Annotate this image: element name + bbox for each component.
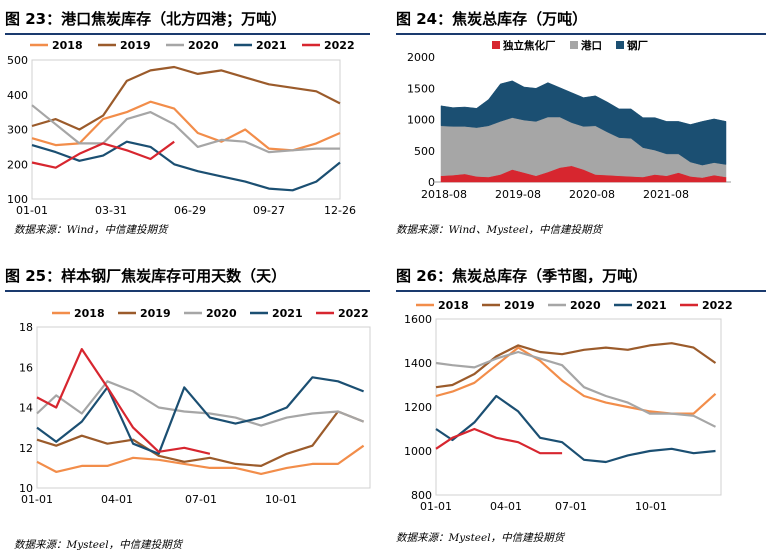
chart-title: 图 24：焦炭总库存（万吨） [396,10,588,28]
legend-label: 2019 [120,39,151,52]
legend-label: 2018 [438,299,469,312]
chart-source: 数据来源：Wind，中信建投期货 [14,224,168,236]
y-tick-label: 100 [7,193,28,206]
x-tick-label: 07-01 [185,493,217,506]
x-tick-label: 09-27 [253,204,285,217]
x-tick-label: 07-01 [555,500,587,513]
legend-swatch [616,41,624,49]
x-tick-label: 2020-08 [569,188,615,201]
legend-label: 2020 [570,299,601,312]
chart-4: 800 1000 1200 1400 1600 01-01 04-01 07-01 10-01 2… [404,299,733,513]
x-tick-label: 10-01 [265,493,297,506]
x-tick-label: 04-01 [490,500,522,513]
legend-label: 2022 [324,39,355,52]
plot-frame [36,326,371,489]
y-tick-label: 10 [19,482,33,495]
y-tick-label: 500 [414,145,435,158]
x-tick-label: 01-01 [21,493,53,506]
legend-label: 2021 [256,39,287,52]
series-line-2022 [435,427,563,455]
series-line-2019 [36,410,365,467]
chart-2: 0 500 1000 1500 2000 2018-08 2019-08 2020-08 202… [407,39,731,201]
chart-source: 数据来源：Wind、Mysteel，中信建投期货 [396,224,603,236]
legend-swatch [492,41,500,49]
series-line-2021 [435,394,716,464]
y-tick-label: 0 [428,176,435,189]
x-tick-label: 10-01 [635,500,667,513]
y-tick-label: 800 [411,489,432,502]
chart-title: 图 26：焦炭总库存（季节图，万吨） [396,267,648,285]
y-tick-label: 1400 [404,357,432,370]
x-tick-label: 06-29 [174,204,206,217]
legend-swatch [570,41,578,49]
y-tick-label: 200 [7,158,28,171]
legend-label: 2021 [272,307,303,320]
legend-label: 2019 [140,307,171,320]
y-tick-label: 1000 [407,114,435,127]
x-tick-label: 01-01 [420,500,452,513]
series-line-2020 [36,380,365,427]
legend-label: 2022 [338,307,369,320]
series-line-2022 [31,140,175,169]
chart-3: 10 12 14 16 18 01-01 04-01 07-01 10-01 2018 2019 20… [19,307,371,506]
y-tick-label: 400 [7,89,28,102]
y-tick-label: 16 [19,361,33,374]
series-line-2018 [36,444,365,475]
legend-label: 2018 [74,307,105,320]
series-line-2019 [31,65,341,131]
y-tick-label: 1000 [404,445,432,458]
series-line-2022 [36,348,211,455]
x-tick-label: 12-26 [324,204,356,217]
title-rule [5,33,370,35]
title-rule [396,33,766,35]
y-tick-label: 1200 [404,401,432,414]
series-line-2020 [435,350,716,428]
legend-label: 独立焦化厂 [502,39,556,52]
y-tick-label: 300 [7,124,28,137]
y-tick-label: 1600 [404,313,432,326]
legend-label: 2021 [636,299,667,312]
chart-source: 数据来源：Mysteel，中信建投期货 [396,532,565,544]
plot-frame [435,318,722,496]
x-tick-label: 01-01 [16,204,48,217]
series-line-2019 [435,342,717,389]
y-tick-label: 1500 [407,82,435,95]
y-tick-label: 500 [7,54,28,67]
series-line-2018 [435,346,717,415]
series-line-2021 [36,376,365,455]
legend-label: 2020 [206,307,237,320]
x-tick-label: 2019-08 [495,188,541,201]
title-rule [5,290,370,292]
chart-title: 图 25：样本钢厂焦炭库存可用天数（天） [5,267,287,285]
legend-label: 2019 [504,299,535,312]
y-tick-label: 2000 [407,51,435,64]
x-tick-label: 2021-08 [643,188,689,201]
x-tick-label: 04-01 [101,493,133,506]
legend-label: 港口 [581,39,602,52]
x-tick-label: 03-31 [95,204,127,217]
title-rule [396,290,766,292]
y-tick-label: 12 [19,442,33,455]
chart-1: 100 200 300 400 500 01-01 03-31 06-29 09-27 12-26… [7,39,356,217]
legend-label: 2020 [188,39,219,52]
y-tick-label: 14 [19,402,33,415]
chart-title: 图 23：港口焦炭库存（北方四港；万吨） [5,10,287,28]
legend-label: 2018 [52,39,83,52]
series-line-2021 [31,140,341,192]
area-钢厂 [440,80,727,166]
legend-label: 2022 [702,299,733,312]
plot-frame [31,59,341,200]
x-tick-label: 2018-08 [421,188,467,201]
series-line-2020 [31,104,340,154]
chart-source: 数据来源：Mysteel，中信建投期货 [14,539,183,551]
y-tick-label: 18 [19,321,33,334]
legend-label: 钢厂 [627,39,648,52]
